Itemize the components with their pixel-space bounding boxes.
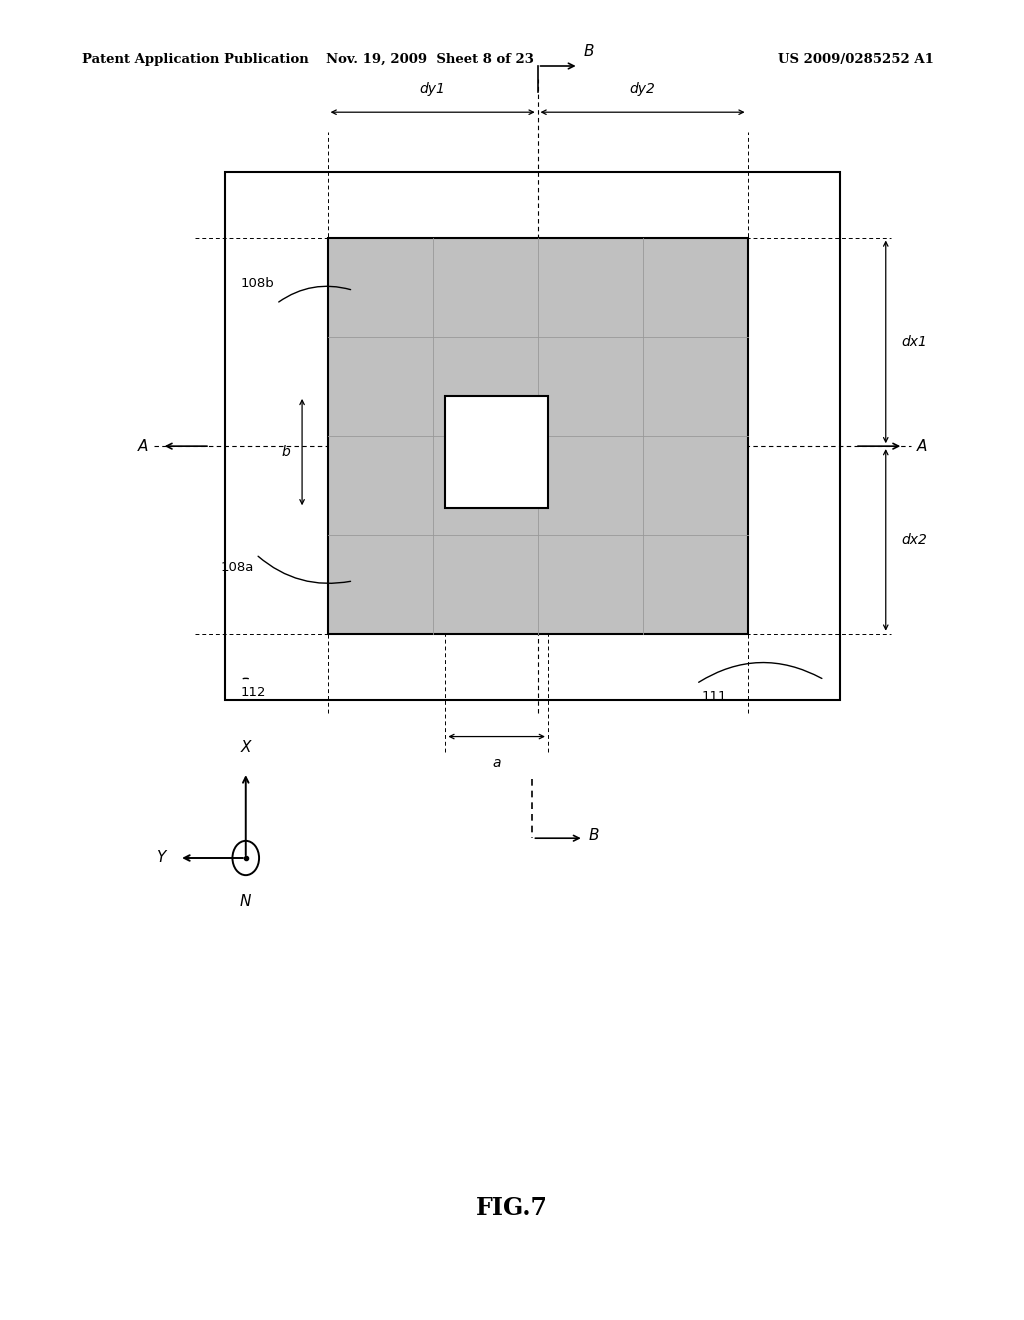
Text: Patent Application Publication: Patent Application Publication xyxy=(82,53,308,66)
Text: FIG.7: FIG.7 xyxy=(476,1196,548,1220)
Text: b: b xyxy=(281,445,290,459)
Text: B: B xyxy=(584,45,594,59)
Text: 112: 112 xyxy=(241,686,266,700)
Text: Y: Y xyxy=(157,850,166,866)
Text: Nov. 19, 2009  Sheet 8 of 23: Nov. 19, 2009 Sheet 8 of 23 xyxy=(326,53,535,66)
Text: B: B xyxy=(589,828,599,843)
Text: dx1: dx1 xyxy=(901,335,927,348)
Text: dx2: dx2 xyxy=(901,533,927,546)
Text: N: N xyxy=(240,894,252,908)
Text: 108a: 108a xyxy=(220,561,254,574)
Text: dy2: dy2 xyxy=(630,82,655,96)
Text: A: A xyxy=(138,438,148,454)
Bar xyxy=(445,396,548,508)
Bar xyxy=(225,172,840,700)
Text: 108b: 108b xyxy=(241,277,274,290)
Text: dy1: dy1 xyxy=(420,82,445,96)
Text: US 2009/0285252 A1: US 2009/0285252 A1 xyxy=(778,53,934,66)
Text: a: a xyxy=(493,756,501,771)
Bar xyxy=(328,238,748,634)
Text: A: A xyxy=(916,438,927,454)
Text: 111: 111 xyxy=(701,690,727,704)
Text: X: X xyxy=(241,741,251,755)
